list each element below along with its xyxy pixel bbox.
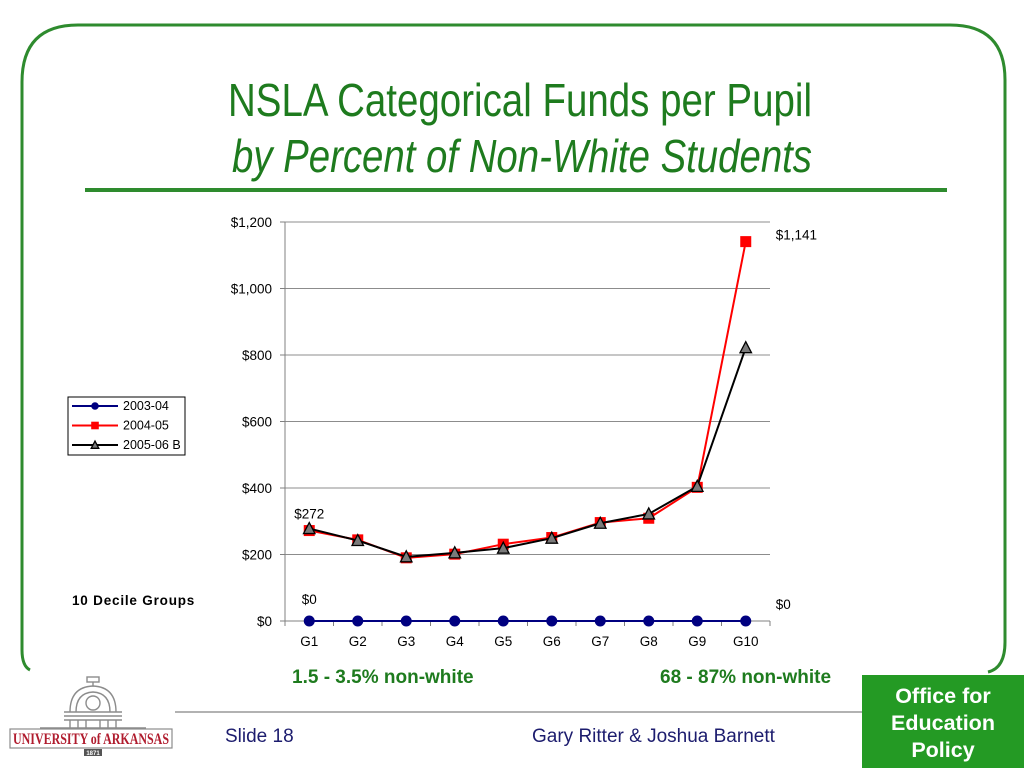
y-tick-label: $1,200 [231,215,272,230]
x-tick-label: G3 [397,634,415,649]
logo-wordmark: UNIVERSITY of ARKANSAS [13,731,169,748]
x-tick-label: G9 [688,634,706,649]
data-point-marker-circle [497,615,509,627]
range-label-high: 68 - 87% non-white [660,667,831,688]
chart-legend: 2003-04 2004-05 2005-06 B [67,396,186,456]
data-point-marker-square [740,236,752,248]
data-point-marker-triangle [447,545,462,559]
data-point-marker-circle [546,615,558,627]
title-rule [85,188,947,192]
y-tick-label: $800 [242,348,272,363]
logo-banner [9,728,173,749]
data-point-marker-triangle [690,478,705,492]
series-line [309,241,747,559]
data-point-marker-circle [643,615,655,627]
slide-subtitle: by Percent of Non-White Students [232,130,812,182]
x-tick-label: G8 [640,634,658,649]
slide-number: Slide 18 [225,726,294,747]
legend-marker-square [91,421,99,430]
data-point-marker-triangle [496,540,511,554]
x-tick-label: G1 [300,634,318,649]
office-box-line-2: Education [891,711,995,735]
logo-year-plate [84,749,102,756]
legend-item: 2004-05 [72,419,169,433]
legend-item: 2005-06 B [72,438,181,452]
legend-marker-circle [91,402,99,410]
data-point-marker-circle [449,615,461,627]
data-label: $1,141 [776,228,817,243]
slide-title: NSLA Categorical Funds per Pupil [228,74,812,126]
legend-marker-triangle [90,439,100,449]
series-2005-06-b [302,340,753,563]
line-chart: $0 $200 $400 $600 $800 $1,000 $1,200 G1 G2 G3 G4 G5… [67,215,817,649]
office-box-line-1: Office for [895,684,991,708]
data-point-marker-triangle [399,549,414,563]
old-main-building-icon [40,676,146,729]
x-tick-label: G6 [543,634,561,649]
data-point-marker-triangle [738,340,753,354]
data-label: $0 [776,597,791,612]
chart-gridlines [285,221,770,555]
series-2003-04 [303,615,752,627]
office-box [862,675,1024,768]
y-tick-label: $1,000 [231,282,272,297]
data-point-marker-triangle [641,506,656,520]
x-tick-label: G10 [733,634,759,649]
data-point-marker-triangle [350,533,365,547]
range-label-low: 1.5 - 3.5% non-white [292,667,474,688]
data-point-marker-circle [303,615,315,627]
x-tick-label: G4 [446,634,465,649]
y-tick-label: $0 [257,614,272,629]
legend-label: 2004-05 [123,419,169,433]
data-label: $0 [302,592,317,607]
data-point-marker-circle [594,615,606,627]
university-logo: UNIVERSITY of ARKANSAS 1871 [9,676,173,757]
logo-year: 1871 [86,751,100,757]
series-2004-05 [303,236,752,564]
x-tick-label: G5 [494,634,512,649]
authors: Gary Ritter & Joshua Barnett [532,726,776,747]
y-tick-label: $400 [242,481,272,496]
slide-frame [20,23,1007,674]
chart-data-labels: $272 $0 $1,141 $0 [294,228,817,612]
x-tick-label: G2 [349,634,367,649]
data-point-marker-triangle [302,521,317,535]
data-label: $272 [294,507,324,522]
office-box-line-3: Policy [911,738,974,762]
data-point-marker-circle [352,615,364,627]
data-point-marker-circle [400,615,412,627]
y-tick-label: $200 [242,548,272,563]
legend-label: 2005-06 B [123,438,181,452]
data-point-marker-triangle [544,530,559,544]
series-line [309,347,747,558]
data-point-marker-circle [691,615,703,627]
legend-item: 2003-04 [72,399,169,413]
data-point-marker-circle [740,615,752,627]
y-tick-label: $600 [242,415,272,430]
decile-groups-note: 10 Decile Groups [72,593,195,608]
legend-label: 2003-04 [123,399,169,413]
data-point-marker-triangle [593,515,608,529]
x-tick-label: G7 [591,634,609,649]
